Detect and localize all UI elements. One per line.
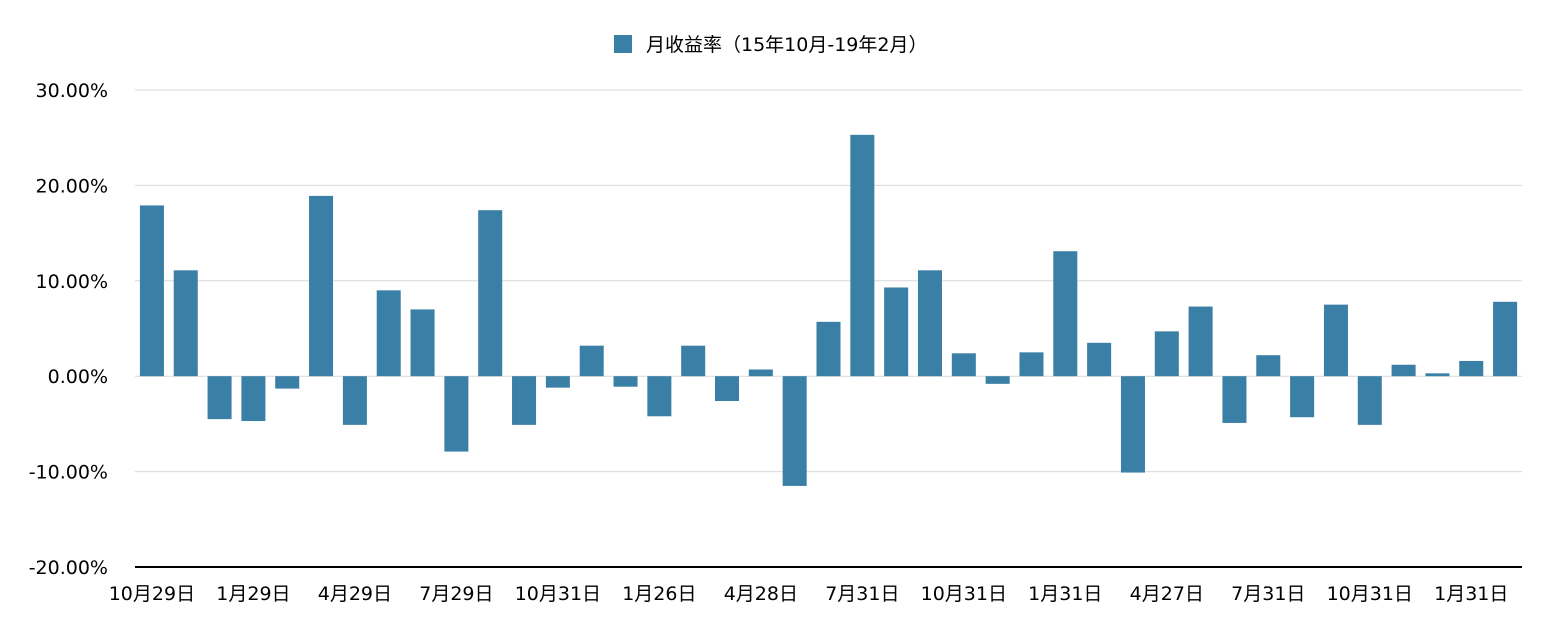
bar [782,376,807,486]
bar [1290,376,1315,418]
x-tick-label: 7月31日 [825,583,899,605]
bar [1222,376,1247,423]
bar [1087,342,1112,377]
x-tick-label: 10月31日 [515,583,601,605]
y-tick-label: -10.00% [29,462,108,484]
bar [715,376,740,401]
y-tick-label: 30.00% [36,80,108,102]
bar [985,376,1010,384]
x-tick-label: 1月26日 [622,583,696,605]
bars [139,134,1518,486]
bar [241,376,266,422]
bar [1188,306,1213,377]
bar [579,345,604,377]
bar [951,353,976,377]
x-tick-label: 10月29日 [109,583,195,605]
bar [613,376,638,387]
x-tick-label: 10月31日 [1327,583,1413,605]
bar [512,376,537,425]
bar [275,376,300,389]
bar [1493,301,1518,377]
bar [884,287,909,377]
x-tick-label: 1月31日 [1028,583,1102,605]
x-tick-label: 4月29日 [318,583,392,605]
y-tick-label: 10.00% [36,271,108,293]
bar [647,376,672,417]
bar [309,195,334,377]
y-tick-label: -20.00% [29,557,108,579]
bar [850,134,875,377]
bar [681,345,706,377]
x-tick-label: 7月31日 [1231,583,1305,605]
bar [139,205,164,377]
x-axis-labels: 10月29日 1月29日 4月29日 7月29日 10月31日 1月26日 4月28日 7月3… [109,583,1509,605]
bar [444,376,469,452]
bar [1120,376,1145,473]
x-tick-label: 10月31日 [921,583,1007,605]
bar [1391,364,1416,377]
bar [410,309,435,377]
bar [545,376,570,388]
x-tick-label: 4月28日 [724,583,798,605]
bar [173,270,198,377]
bar [342,376,367,425]
x-tick-label: 1月29日 [216,583,290,605]
bar [478,210,503,377]
bar [1053,251,1078,377]
y-axis-labels: -20.00% -10.00% 0.00% 10.00% 20.00% 30.00% [29,80,108,579]
bar [1019,352,1044,377]
bar [1154,331,1179,377]
bar [748,369,773,377]
bar [1459,360,1484,377]
legend-label: 月收益率（15年10月-19年2月） [646,34,927,56]
bar [1357,376,1382,425]
x-tick-label: 1月31日 [1434,583,1508,605]
y-tick-label: 0.00% [48,366,108,388]
bar [816,321,841,377]
bar [207,376,232,420]
y-tick-label: 20.00% [36,175,108,197]
x-tick-label: 7月29日 [419,583,493,605]
bar [1425,373,1450,377]
bar [917,270,942,377]
bar [376,290,401,377]
x-tick-label: 4月27日 [1130,583,1204,605]
legend-swatch [614,35,632,53]
bar [1256,355,1281,377]
legend: 月收益率（15年10月-19年2月） [614,34,927,56]
bar [1323,304,1348,377]
